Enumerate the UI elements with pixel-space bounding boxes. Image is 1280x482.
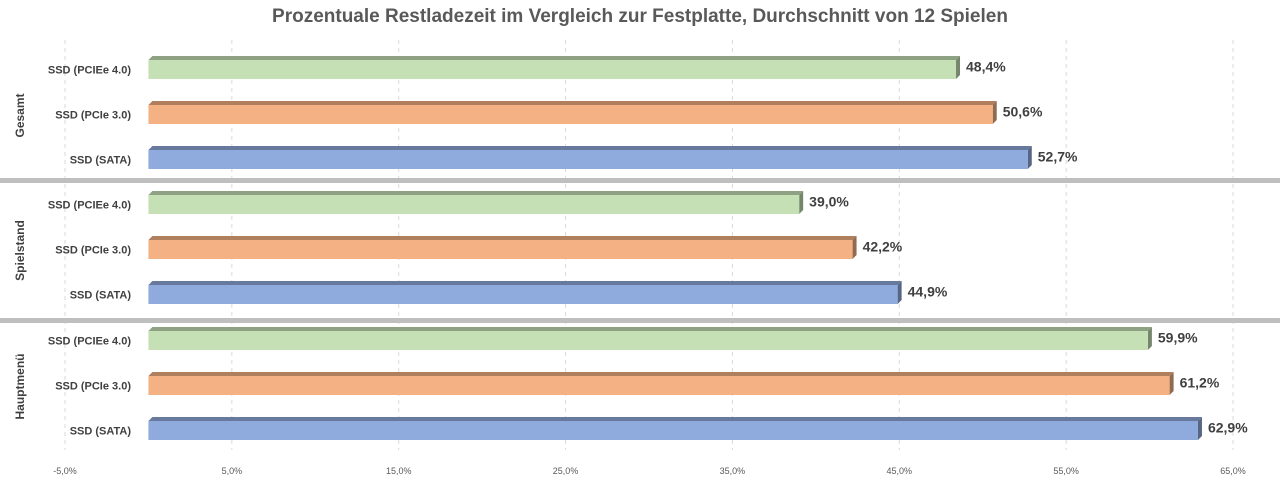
bar-top-face [148,101,997,105]
group-separator [0,318,1280,323]
category-label: SSD (PCIEe 4.0) [48,65,131,77]
category-label: SSD (SATA) [70,426,132,438]
bar [148,376,1170,395]
group-label: Gesamt [13,93,27,137]
bar-layer [148,56,1202,440]
category-label: SSD (PCIe 3.0) [55,381,131,393]
data-label: 44,9% [908,284,948,300]
tick-layer: -5,0% 5,0% 15,0% 25,0% 35,0% 45,0% 55,0% 65,0% [53,466,1246,476]
category-label: SSD (PCIEe 4.0) [48,336,131,348]
data-label: 42,2% [863,239,903,255]
data-label: 39,0% [809,194,849,210]
category-label: SSD (SATA) [70,290,132,302]
category-label: SSD (PCIe 3.0) [55,245,131,257]
x-tick-label: 15,0% [386,466,412,476]
x-tick-label: -5,0% [53,466,77,476]
bar-side-face [956,56,961,79]
separator-layer [0,178,1280,323]
bar [148,150,1028,169]
group-label: Spielstand [13,220,27,281]
bar-side-face [1197,417,1202,440]
x-tick-label: 25,0% [553,466,579,476]
bar-side-face [992,101,997,124]
data-label: 52,7% [1038,149,1078,165]
chart-title: Prozentuale Restladezeit im Vergleich zu… [272,6,1008,27]
category-label: SSD (SATA) [70,155,132,167]
x-tick-label: 5,0% [222,466,243,476]
bar-top-face [148,56,961,60]
bar-top-face [148,327,1152,331]
category-label: SSD (PCIEe 4.0) [48,200,131,212]
bar-side-face [852,236,857,259]
bar [148,331,1148,350]
x-tick-label: 55,0% [1053,466,1079,476]
label-layer: Gesamt SSD (PCIEe 4.0) 48,4% SSD (PCIe 3.0)… [13,59,1248,438]
bar-side-face [1147,327,1152,350]
bar-top-face [148,191,804,195]
group-separator [0,178,1280,183]
data-label: 50,6% [1003,104,1043,120]
data-label: 59,9% [1158,330,1198,346]
bar [148,60,957,79]
bar-side-face [1027,146,1032,169]
bar-top-face [148,281,902,285]
bar [148,195,800,214]
bar-side-face [897,281,902,304]
category-label: SSD (PCIe 3.0) [55,110,131,122]
bar [148,421,1198,440]
group-label: Hauptmenü [13,354,27,420]
x-tick-label: 65,0% [1220,466,1246,476]
bar-top-face [148,236,857,240]
data-label: 62,9% [1208,420,1248,436]
bar [148,285,898,304]
x-tick-label: 45,0% [887,466,913,476]
bar-top-face [148,372,1174,376]
bar [148,240,853,259]
data-label: 61,2% [1180,375,1220,391]
bar [148,105,993,124]
data-label: 48,4% [966,59,1006,75]
bar-top-face [148,417,1202,421]
bar-top-face [148,146,1032,150]
bar-side-face [1169,372,1174,395]
bar-side-face [799,191,804,214]
x-tick-label: 35,0% [720,466,746,476]
